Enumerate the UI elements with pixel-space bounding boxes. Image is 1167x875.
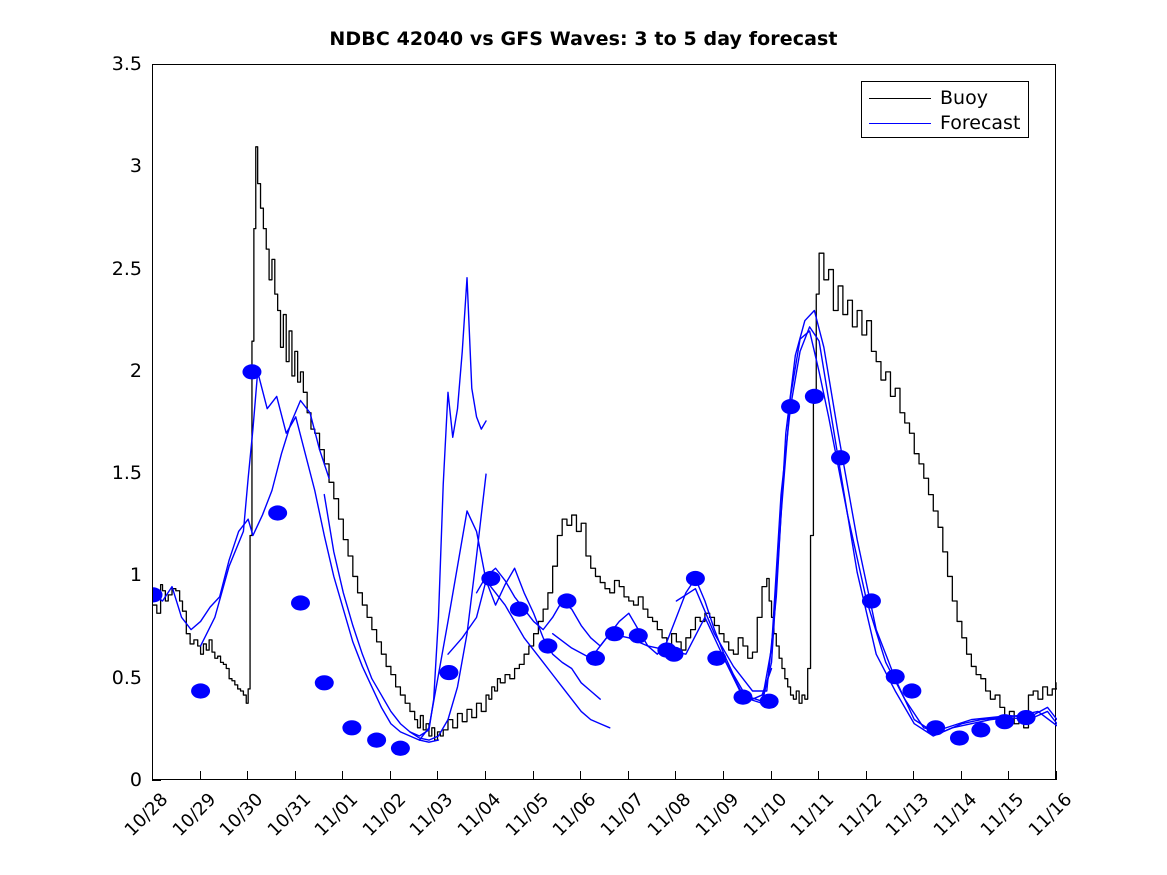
series-line — [724, 331, 1057, 732]
legend-entry-forecast: Forecast — [869, 111, 1021, 136]
data-point-marker — [759, 693, 779, 709]
data-point-marker — [949, 730, 969, 746]
data-point-marker — [861, 593, 881, 609]
data-point-marker — [605, 626, 625, 642]
y-tick-label: 3 — [129, 155, 142, 178]
x-tick-mark — [247, 771, 249, 780]
x-tick-mark — [294, 771, 296, 780]
series-line — [324, 474, 486, 740]
x-tick-mark — [1008, 771, 1010, 780]
data-point-marker — [733, 689, 753, 705]
data-point-marker — [902, 683, 922, 699]
data-point-marker — [439, 664, 459, 681]
chart-legend: Buoy Forecast — [861, 81, 1029, 138]
x-tick-mark — [675, 771, 677, 780]
data-point-marker — [1016, 709, 1036, 726]
plot-svg — [153, 65, 1057, 756]
plot-area — [152, 64, 1056, 780]
x-tick-mark — [770, 771, 772, 780]
y-tick-mark — [152, 780, 161, 781]
data-point-marker — [509, 601, 529, 617]
x-tick-mark — [152, 771, 153, 780]
y-tick-label: 0.5 — [111, 666, 142, 689]
data-point-marker — [153, 587, 163, 603]
legend-swatch-buoy — [869, 98, 931, 99]
data-point-marker — [481, 570, 501, 587]
series-line — [553, 327, 1057, 736]
data-point-marker — [242, 364, 262, 380]
data-point-marker — [971, 722, 991, 738]
x-tick-mark — [818, 771, 820, 780]
series-line — [676, 310, 1057, 731]
y-tick-label: 1 — [129, 564, 142, 587]
x-tick-mark — [1056, 771, 1057, 780]
legend-swatch-forecast — [869, 123, 931, 124]
data-point-marker — [804, 388, 824, 405]
data-point-marker — [685, 570, 705, 587]
x-tick-mark — [342, 771, 344, 780]
x-tick-mark — [389, 771, 391, 780]
data-point-marker — [390, 740, 410, 756]
x-tick-mark — [199, 771, 201, 780]
x-tick-mark — [532, 771, 534, 780]
x-tick-mark — [627, 771, 629, 780]
data-point-marker — [268, 505, 288, 521]
x-axis-tick-labels: 10/28 10/29 10/30 10/31 11/01 11/02 11/03 11/04… — [121, 782, 1077, 872]
data-point-marker — [290, 595, 310, 611]
x-tick-mark — [960, 771, 962, 780]
x-axis-tick-marks — [152, 771, 1058, 783]
series-line — [448, 581, 610, 728]
data-point-marker — [342, 720, 362, 736]
y-tick-label: 0 — [129, 769, 142, 791]
data-point-marker — [367, 732, 387, 748]
x-tick-mark — [913, 771, 915, 780]
y-tick-label: 3.5 — [111, 53, 142, 75]
x-tick-mark — [865, 771, 867, 780]
y-tick-label: 2 — [129, 359, 142, 382]
data-point-marker — [314, 675, 334, 691]
data-point-marker — [538, 638, 558, 654]
data-point-marker — [926, 720, 946, 736]
y-tick-label: 2.5 — [111, 257, 142, 280]
data-point-marker — [191, 683, 211, 699]
series-line — [153, 147, 1057, 740]
data-point-marker — [885, 669, 905, 685]
data-point-marker — [557, 593, 577, 609]
y-axis-tick-labels: 0 0.5 1 1.5 2 2.5 3 3.5 — [78, 53, 142, 791]
data-point-marker — [628, 628, 648, 644]
legend-label-buoy: Buoy — [940, 87, 988, 109]
chart-title: NDBC 42040 vs GFS Waves: 3 to 5 day fore… — [329, 28, 838, 50]
data-point-marker — [781, 399, 801, 415]
legend-label-forecast: Forecast — [940, 112, 1021, 134]
series-line — [419, 511, 600, 740]
series-line — [201, 372, 439, 742]
y-tick-label: 1.5 — [111, 462, 142, 485]
legend-entry-buoy: Buoy — [869, 86, 1021, 111]
data-point-marker — [585, 650, 605, 666]
x-tick-mark — [437, 771, 439, 780]
data-point-marker — [995, 714, 1015, 730]
data-point-marker — [664, 646, 684, 662]
x-tick-mark — [722, 771, 724, 780]
x-tick-mark — [580, 771, 582, 780]
data-point-marker — [831, 450, 851, 466]
x-tick-mark — [485, 771, 487, 780]
data-point-marker — [707, 650, 727, 666]
